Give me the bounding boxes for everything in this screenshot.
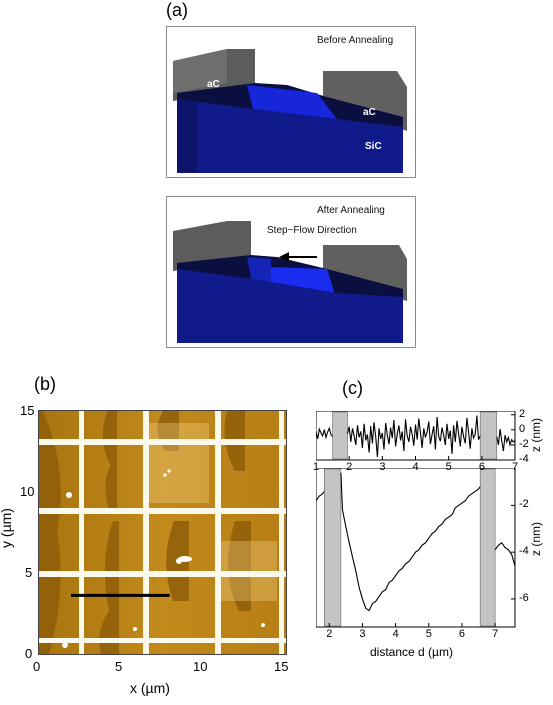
afm-image-svg xyxy=(39,411,286,654)
panel-c-label: (c) xyxy=(342,378,363,398)
c-top-xtick-label-1: 2 xyxy=(346,461,353,473)
b-ytick-0: 0 xyxy=(25,646,33,661)
c-top-ytick-label-2: -2 xyxy=(519,437,529,450)
profile-chart-bottom xyxy=(316,468,516,628)
c-bottom-xtick-label-0: 2 xyxy=(326,628,333,640)
after-annealing-title: After Annealing xyxy=(317,205,385,216)
c-top-ytick-label-0: 2 xyxy=(519,407,526,420)
c-top-profile-line-2 xyxy=(496,429,516,452)
profile-chart-top xyxy=(316,411,516,461)
step-flow-direction-label: Step−Flow Direction xyxy=(267,225,357,236)
c-top-xtick-label-6: 7 xyxy=(512,461,519,473)
afm-image xyxy=(38,410,287,655)
ac-left-label: aC xyxy=(207,79,220,90)
b-xtick-15: 15 xyxy=(274,659,289,674)
c-bottom-shaded-region-1 xyxy=(479,468,496,627)
c-bottom-xtick-label-1: 3 xyxy=(359,628,366,640)
ac-right-label: aC xyxy=(363,107,376,118)
b-ylabel: y (µm) xyxy=(0,508,14,548)
c-top-ylabel: z (nm) xyxy=(529,418,543,452)
c-bottom-ytick-label-0: -2 xyxy=(519,498,529,511)
after-annealing-illustration xyxy=(173,221,407,343)
c-top-xtick-label-0: 1 xyxy=(313,461,320,473)
schematic-after-annealing: After Annealing Step−Flow Direction xyxy=(166,196,416,348)
c-bottom-xtick-label-5: 7 xyxy=(492,628,499,640)
c-top-profile-line-1 xyxy=(346,415,481,458)
c-top-shaded-region-1 xyxy=(479,411,498,460)
panel-a-label: (a) xyxy=(166,0,188,20)
c-top-profile-line-0 xyxy=(316,426,334,440)
b-xtick-5: 5 xyxy=(115,659,123,674)
b-xtick-10: 10 xyxy=(193,659,208,674)
c-bottom-shaded-region-0 xyxy=(323,468,342,627)
c-bottom-profile-line-0 xyxy=(316,491,325,502)
b-ytick-10: 10 xyxy=(20,484,35,499)
line-profile-overlay xyxy=(70,593,170,597)
c-bottom-profile-line-2 xyxy=(494,542,516,567)
c-bottom-xtick-label-3: 5 xyxy=(425,628,432,640)
b-ytick-5: 5 xyxy=(25,565,33,580)
b-ytick-15: 15 xyxy=(20,403,35,418)
b-xlabel: x (µm) xyxy=(130,680,170,696)
panel-b-label: (b) xyxy=(34,374,56,394)
sic-label: SiC xyxy=(365,141,382,152)
c-top-xtick-label-5: 6 xyxy=(478,461,485,473)
before-annealing-title: Before Annealing xyxy=(317,35,394,46)
c-top-ytick-label-3: -4 xyxy=(519,453,529,465)
c-bottom-xtick-label-4: 6 xyxy=(458,628,466,640)
before-annealing-illustration xyxy=(173,49,407,173)
c-top-ytick-label-1: 0 xyxy=(519,422,526,435)
c-bottom-xlabel: distance d (µm) xyxy=(370,645,453,659)
c-bottom-ytick-label-1: -4 xyxy=(519,545,529,558)
c-bottom-ylabel: z (nm) xyxy=(529,522,543,556)
c-top-xtick-label-3: 4 xyxy=(412,461,419,473)
schematic-before-annealing: Before Annealing aC aC SiC xyxy=(166,26,416,178)
c-top-xtick-label-4: 5 xyxy=(445,461,452,473)
c-top-shaded-region-0 xyxy=(332,411,348,460)
c-bottom-ytick-label-2: -6 xyxy=(519,591,529,604)
c-top-xtick-label-2: 3 xyxy=(379,461,386,473)
b-xtick-0: 0 xyxy=(33,659,41,674)
c-bottom-xtick-label-2: 4 xyxy=(392,628,399,640)
c-bottom-profile-line-1 xyxy=(340,472,481,612)
